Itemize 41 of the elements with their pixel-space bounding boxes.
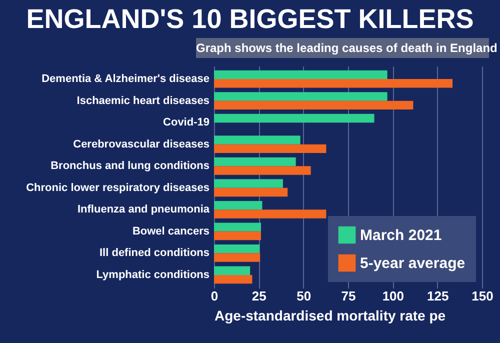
y-tick-label: Bronchus and lung conditions xyxy=(50,160,210,172)
bar xyxy=(214,231,261,240)
bar xyxy=(214,92,388,101)
x-tick-label: 125 xyxy=(426,288,449,304)
y-tick-label: Covid-19 xyxy=(163,116,210,129)
bar xyxy=(214,274,252,284)
y-tick-label: Ischaemic heart diseases xyxy=(76,94,210,107)
bar xyxy=(214,79,453,88)
y-tick-label: Ill defined conditions xyxy=(100,247,210,260)
bar xyxy=(214,266,250,275)
bar xyxy=(214,114,374,123)
bar xyxy=(214,136,300,144)
bar xyxy=(214,157,296,166)
y-tick-label: Influenza and pneumonia xyxy=(77,204,210,216)
bar xyxy=(214,200,262,210)
bar xyxy=(214,166,311,175)
x-tick-label: 25 xyxy=(252,288,266,304)
x-tick-label: 75 xyxy=(341,288,356,304)
bar xyxy=(214,100,414,110)
legend-label: 5-year average xyxy=(360,255,466,272)
x-tick-label: 100 xyxy=(382,288,404,304)
y-tick-label: Bowel cancers xyxy=(132,225,210,238)
bar xyxy=(214,179,283,188)
y-tick-label: Dementia & Alzheimer's disease xyxy=(42,73,210,86)
y-tick-label: Lymphatic conditions xyxy=(96,268,210,281)
bar xyxy=(214,253,260,262)
x-tick-label: 150 xyxy=(472,288,494,304)
bar xyxy=(214,188,288,197)
legend-label: March 2021 xyxy=(360,227,442,244)
bar xyxy=(214,70,388,80)
x-tick-label: 50 xyxy=(296,288,312,304)
x-tick-label: 0 xyxy=(210,288,218,304)
bar xyxy=(214,210,326,218)
y-tick-label: Cerebrovascular diseases xyxy=(73,138,210,150)
bar xyxy=(214,144,326,154)
bar xyxy=(214,222,261,232)
x-axis-title: Age-standardised mortality rate pe xyxy=(214,308,446,324)
bar xyxy=(214,244,260,254)
y-tick-label: Chronic lower respiratory diseases xyxy=(26,182,210,194)
chart-subtitle: Graph shows the leading causes of death in England xyxy=(196,40,498,57)
chart-title: ENGLAND'S 10 BIGGEST KILLERS xyxy=(25,4,475,35)
